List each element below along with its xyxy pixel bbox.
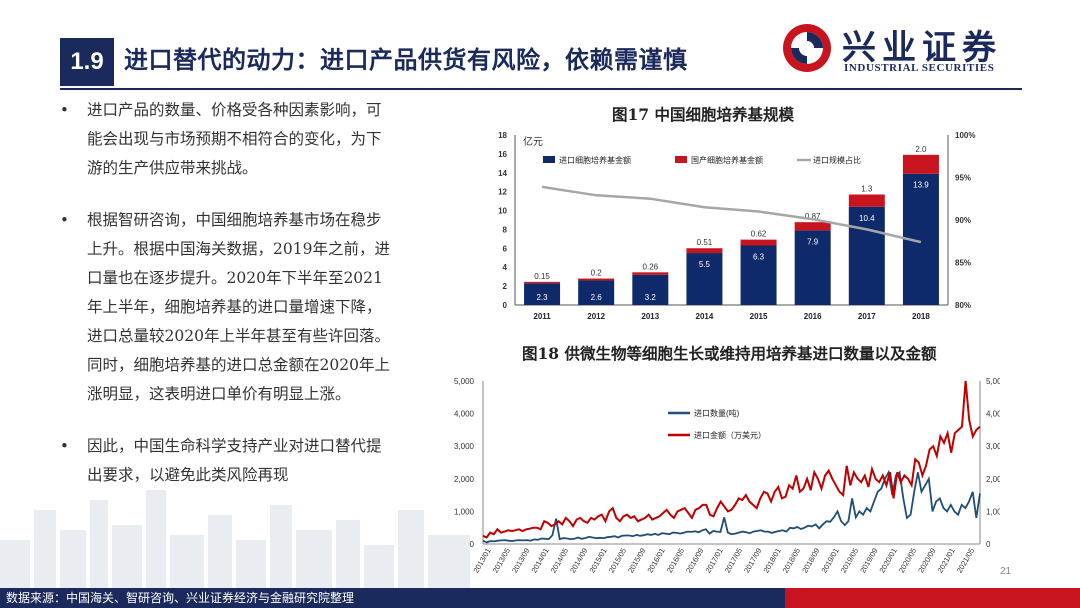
chart1-category-label: 2014 [696,312,714,321]
chart1-legend-swatch [543,156,555,163]
chart1-legend-swatch [675,156,687,163]
chart1-domestic-data-label: 0.15 [534,272,550,281]
chart2-left-tick-label: 0 [470,540,475,549]
chart1-category-label: 2012 [587,312,605,321]
chart1-category-label: 2015 [750,312,768,321]
chart1-import-data-label: 3.2 [645,293,657,302]
chart1-legend-label: 国产细胞培养基金额 [691,155,763,165]
chart1-category-label: 2013 [641,312,659,321]
page-title: 进口替代的动力：进口产品供货有风险，依赖需谨慎 [124,46,688,74]
bullet-item: 根据智研咨询，中国细胞培养基市场在稳步上升。根据中国海关数据，2019年之前，进… [60,206,390,409]
chart1-bar-domestic [524,281,561,284]
chart1-left-tick-label: 12 [498,188,507,197]
logo-chinese-name: 兴业证券 [842,28,1002,68]
footer-accent [785,588,1080,608]
chart2-left-tick-label: 5,000 [454,377,475,386]
chart1-category-label: 2018 [912,312,930,321]
section-number-badge: 1.9 [60,38,114,86]
city-skyline-decoration [0,490,470,588]
chart1-bar-import [686,253,723,305]
chart1-domestic-data-label: 0.51 [697,238,713,247]
chart1-left-tick-label: 2 [503,282,508,291]
chart1-domestic-data-label: 2.0 [915,145,927,154]
chart1-bar-domestic [794,222,831,231]
chart1-import-data-label: 5.5 [699,260,711,269]
chart1-left-tick-label: 6 [503,244,508,253]
chart2-right-tick-label: 1,000 [986,507,1000,516]
company-logo: 兴业证券 INDUSTRIAL SECURITIES [780,20,1030,76]
chart1-right-tick-label: 95% [955,174,971,183]
chart2-volume-line [482,469,981,544]
chart1-right-tick-label: 90% [955,216,971,225]
chart1-bar-domestic [632,272,669,275]
chart1-import-data-label: 6.3 [753,253,765,262]
chart2-right-tick-label: 2,000 [986,475,1000,484]
chart1-import-data-label: 10.4 [859,214,875,223]
chart1-legend-label: 进口细胞培养基金额 [559,155,631,165]
logo-english-name: INDUSTRIAL SECURITIES [844,62,995,74]
chart1-bar-domestic [848,194,885,207]
chart1-bar-import [578,280,615,305]
chart1-right-tick-label: 100% [955,131,975,140]
chart1-import-data-label: 2.3 [537,293,549,302]
chart2-left-tick-label: 4,000 [454,410,475,419]
chart1-bar-import [740,245,777,305]
chart1-right-tick-label: 85% [955,259,971,268]
bullet-item: 进口产品的数量、价格受各种因素影响，可能会出现与市场预期不相符合的变化，为下游的… [60,96,390,183]
chart1-ratio-line [541,185,922,244]
bullet-list: 进口产品的数量、价格受各种因素影响，可能会出现与市场预期不相符合的变化，为下游的… [60,96,390,490]
data-source-note: 数据来源：中国海关、智研咨询、兴业证券经济与金融研究院整理 [6,591,355,605]
chart1-left-tick-label: 16 [498,150,507,159]
chart1-left-tick-label: 0 [503,301,508,310]
chart2-legend-label: 进口数量(吨) [694,408,740,418]
chart1-domestic-data-label: 0.2 [591,269,603,278]
chart2-legend-label: 进口金额（万美元） [694,430,766,440]
chart1-bar-import [794,230,831,305]
chart1-import-data-label: 13.9 [913,181,929,190]
chart1-left-tick-label: 10 [498,207,507,216]
chart1-category-label: 2016 [804,312,822,321]
chart2-left-tick-label: 3,000 [454,442,475,451]
chart2-left-tick-label: 1,000 [454,507,475,516]
chart1-right-tick-label: 80% [955,301,971,310]
chart2-left-tick-label: 2,000 [454,475,475,484]
page-number: 21 [1000,566,1012,577]
chart2-right-tick-label: 4,000 [986,410,1000,419]
chart1-bar-domestic [686,248,723,254]
chart2-title: 图18 供微生物等细胞生长或维持用培养基进口数量以及金额 [522,344,937,363]
chart1-bar-domestic [578,278,615,281]
chart1-category-label: 2017 [858,312,876,321]
title-divider [60,88,1022,90]
chart1-left-tick-label: 4 [503,263,508,272]
chart2-right-tick-label: 0 [986,540,991,549]
chart1-import-data-label: 7.9 [807,237,819,246]
chart1-left-tick-label: 14 [498,169,507,178]
bullet-item: 因此，中国生命科学支持产业对进口替代提出要求，以避免此类风险再现 [60,432,390,490]
chart1-bar-import [524,283,561,305]
cell-culture-media-market-chart: 0 2 4 6 8 10 12 14 16 18 80% 85% 90% 95% 100% 亿元进口细胞培养基… [498,131,975,321]
logo-mark-icon [783,24,831,72]
chart1-bar-import [848,206,885,305]
chart1-bar-domestic [902,154,939,174]
chart1-bar-import [632,274,669,305]
import-volume-value-chart: 0 1,000 2,000 3,000 4,000 5,000 0 1,000 2,000 3,0… [454,377,1000,575]
chart1-category-label: 2011 [533,312,551,321]
chart1-bar-domestic [740,239,777,246]
chart2-right-tick-label: 5,000 [986,377,1000,386]
chart1-title: 图17 中国细胞培养基规模 [612,105,794,124]
chart1-domestic-data-label: 0.87 [805,212,821,221]
chart1-unit-label: 亿元 [523,135,543,148]
chart2-value-line [482,380,981,539]
chart1-legend-label: 进口规模占比 [813,155,861,165]
chart1-domestic-data-label: 0.26 [643,262,659,271]
chart1-domestic-data-label: 1.3 [861,185,873,194]
chart1-left-tick-label: 8 [503,225,508,234]
chart1-import-data-label: 2.6 [591,293,603,302]
chart1-domestic-data-label: 0.62 [751,230,767,239]
chart1-left-tick-label: 18 [498,131,507,140]
chart2-right-tick-label: 3,000 [986,442,1000,451]
chart2-x-tick-label: 2021/05 [955,547,976,575]
